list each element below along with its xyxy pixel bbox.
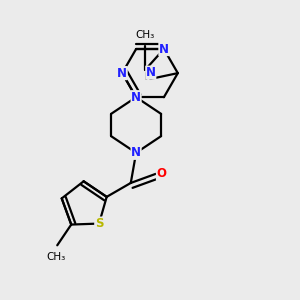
Text: N: N <box>146 66 156 79</box>
Text: N: N <box>131 146 141 159</box>
Text: N: N <box>117 67 127 80</box>
Text: N: N <box>159 43 169 56</box>
Text: S: S <box>95 217 103 230</box>
Text: CH₃: CH₃ <box>46 252 65 262</box>
Text: O: O <box>157 167 166 180</box>
Text: N: N <box>131 91 141 104</box>
Text: CH₃: CH₃ <box>136 30 155 40</box>
